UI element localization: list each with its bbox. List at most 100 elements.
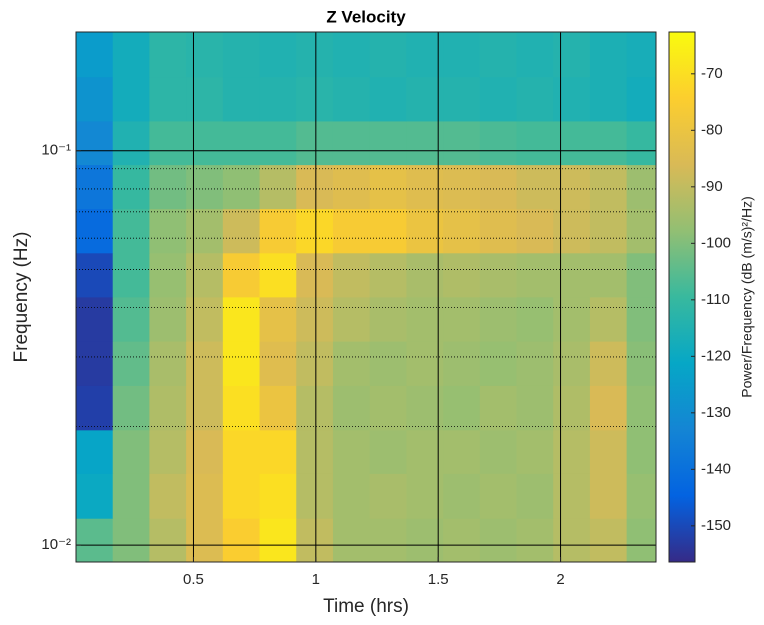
heatmap-cell [186,341,224,386]
heatmap-cell [112,164,150,210]
heatmap-cell [516,32,554,78]
heatmap-cell [479,32,518,78]
heatmap-cell [589,32,628,78]
heatmap-cell [112,76,150,122]
heatmap-cell [406,76,444,122]
heatmap-cell [553,120,591,166]
heatmap-cell [553,518,591,563]
heatmap-cell [112,208,150,254]
heatmap-cell [112,252,150,298]
x-axis-label: Time (hrs) [323,596,409,617]
heatmap-cell [516,252,554,298]
heatmap-cell [369,429,407,474]
heatmap-cell [259,164,297,210]
heatmap-cell [332,208,371,254]
heatmap-cell [259,341,297,386]
heatmap-cell [149,252,187,298]
heatmap-cell [369,385,407,431]
heatmap-cell [479,208,518,254]
heatmap-cell [479,164,518,210]
heatmap-cell [406,429,444,474]
heatmap-cell [479,76,518,122]
heatmap-cell [296,32,334,78]
x-tick-label: 1.5 [428,571,449,588]
heatmap-cell [516,341,554,386]
heatmap-cell [553,164,591,210]
heatmap-cell [369,518,407,563]
heatmap-cell [259,252,297,298]
heatmap-cell [369,32,407,78]
heatmap-cell [626,76,657,122]
heatmap-cell [443,76,481,122]
heatmap-cell [443,120,481,166]
heatmap-cell [76,76,114,122]
heatmap-cell [296,76,334,122]
heatmap-cell [589,473,628,519]
heatmap-cell [332,296,371,342]
heatmap-cell [589,341,628,386]
heatmap-cell [443,208,481,254]
heatmap-cell [259,385,297,431]
heatmap-cell [406,518,444,563]
heatmap-cell [76,429,114,474]
heatmap-cell [222,208,261,254]
heatmap-cell [626,252,657,298]
heatmap-cell [149,518,187,563]
heatmap-cell [626,164,657,210]
heatmap-cell [112,518,150,563]
colorbar-tick-label: -70 [701,65,723,82]
heatmap-cell [406,208,444,254]
heatmap-cell [149,296,187,342]
heatmap-cell [332,385,371,431]
heatmap-cell [222,518,261,563]
heatmap-cell [259,473,297,519]
heatmap-cell [443,385,481,431]
heatmap-cell [296,208,334,254]
heatmap-cell [479,252,518,298]
heatmap-cell [296,296,334,342]
heatmap-cell [553,296,591,342]
heatmap-cell [296,341,334,386]
heatmap-cell [369,76,407,122]
heatmap-cell [626,429,657,474]
heatmap-cell [222,385,261,431]
heatmap-cell [112,32,150,78]
heatmap-cell [443,296,481,342]
heatmap-cell [516,164,554,210]
axes-box [75,31,657,563]
heatmap-cell [369,208,407,254]
heatmap-cell [186,120,224,166]
colorbar-tick-label: -140 [701,460,731,477]
y-tick-label: 10⁻¹ [41,142,71,159]
x-tick-label: 1 [312,571,320,588]
heatmap-cell [186,252,224,298]
heatmap-cell [186,164,224,210]
heatmap-cell [149,76,187,122]
heatmap-cell [222,252,261,298]
heatmap-cell [186,296,224,342]
heatmap-cell [332,120,371,166]
heatmap-cell [296,429,334,474]
colorbar-tick-label: -130 [701,404,731,421]
heatmap-cell [186,32,224,78]
heatmap-cell [222,120,261,166]
heatmap-cell [443,473,481,519]
colorbar-label: Power/Frequency (dB (m/s)²/Hz) [739,196,755,397]
heatmap-cell [149,120,187,166]
heatmap-cell [479,385,518,431]
heatmap-cell [516,429,554,474]
heatmap-cell [626,385,657,431]
heatmap-cell [76,296,114,342]
heatmap [76,32,657,563]
heatmap-cell [406,473,444,519]
heatmap-cell [443,518,481,563]
heatmap-cell [259,429,297,474]
heatmap-cell [296,252,334,298]
heatmap-cell [589,76,628,122]
heatmap-cell [222,473,261,519]
heatmap-cell [516,385,554,431]
heatmap-cell [479,429,518,474]
heatmap-cell [406,252,444,298]
